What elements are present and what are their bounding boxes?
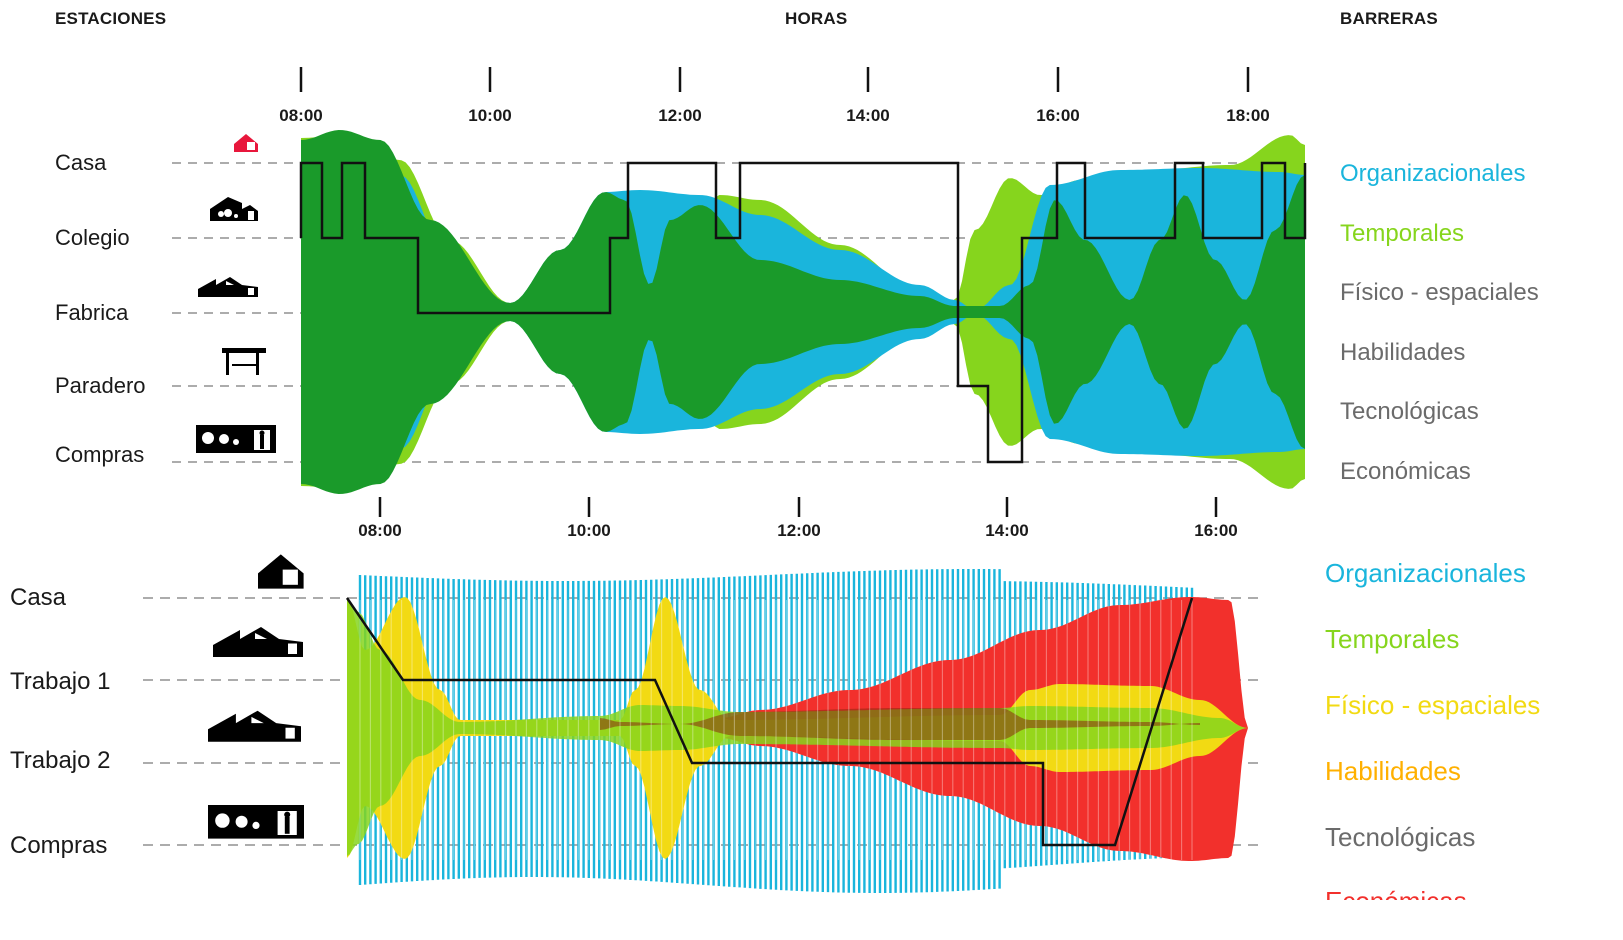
barrier-label: Temporales bbox=[1340, 220, 1464, 247]
house-icon bbox=[234, 134, 258, 152]
shop-icon bbox=[196, 425, 276, 453]
bottom-tick-label: 14:00 bbox=[985, 521, 1028, 540]
main-band bbox=[301, 130, 1305, 494]
station-label: Trabajo 2 bbox=[10, 747, 111, 774]
hours-header: HORAS bbox=[785, 9, 848, 28]
barrier-label: Tecnológicas bbox=[1340, 398, 1479, 425]
school-icon bbox=[210, 197, 258, 221]
top-tick-label: 08:00 bbox=[279, 106, 322, 125]
factory-icon bbox=[198, 277, 258, 297]
top-tick-label: 10:00 bbox=[468, 106, 511, 125]
station-label: Compras bbox=[10, 832, 107, 859]
habilidades-band bbox=[600, 708, 1200, 740]
barrier-label: Temporales bbox=[1325, 624, 1459, 654]
stations-header: ESTACIONES bbox=[55, 9, 167, 28]
barrier-label: Habilidades bbox=[1325, 756, 1461, 786]
station-label: Casa bbox=[55, 150, 107, 175]
station-label: Casa bbox=[10, 584, 67, 611]
bottom-tick-label: 10:00 bbox=[567, 521, 610, 540]
barrier-label: Organizacionales bbox=[1340, 160, 1525, 187]
house-icon bbox=[258, 554, 304, 589]
barriers-header: BARRERAS bbox=[1340, 9, 1438, 28]
barrier-label: Habilidades bbox=[1340, 339, 1465, 366]
barrier-label: Tecnológicas bbox=[1325, 822, 1475, 852]
station-label: Trabajo 1 bbox=[10, 668, 111, 695]
shop-icon bbox=[208, 805, 304, 839]
trajectory-line bbox=[299, 161, 1307, 464]
top-tick-label: 12:00 bbox=[658, 106, 701, 125]
bottom-tick-label: 08:00 bbox=[358, 521, 401, 540]
bottom-chart: Casa Trabajo 1 Trabajo 2 Compras Organizacio… bbox=[10, 554, 1540, 916]
barrier-label: Económicas bbox=[1325, 886, 1467, 916]
factory-icon bbox=[213, 627, 303, 657]
top-tick-label: 14:00 bbox=[846, 106, 889, 125]
barrier-label: Físico - espaciales bbox=[1340, 279, 1539, 306]
station-label: Colegio bbox=[55, 225, 130, 250]
top-chart: 08:00 10:00 12:00 14:00 16:00 18:00 08:00 10:00… bbox=[55, 67, 1539, 540]
station-label: Paradero bbox=[55, 373, 146, 398]
bottom-tick-label: 12:00 bbox=[777, 521, 820, 540]
barrier-label: Físico - espaciales bbox=[1325, 690, 1540, 720]
barrier-label: Económicas bbox=[1340, 458, 1471, 485]
top-tick-label: 18:00 bbox=[1226, 106, 1269, 125]
bus-stop-icon bbox=[222, 348, 266, 375]
barrier-label: Organizacionales bbox=[1325, 558, 1526, 588]
station-label: Fabrica bbox=[55, 300, 129, 325]
station-label: Compras bbox=[55, 442, 144, 467]
top-tick-label: 16:00 bbox=[1036, 106, 1079, 125]
bottom-tick-label: 16:00 bbox=[1194, 521, 1237, 540]
factory-icon bbox=[208, 710, 301, 742]
trajectory-line bbox=[345, 597, 1194, 847]
